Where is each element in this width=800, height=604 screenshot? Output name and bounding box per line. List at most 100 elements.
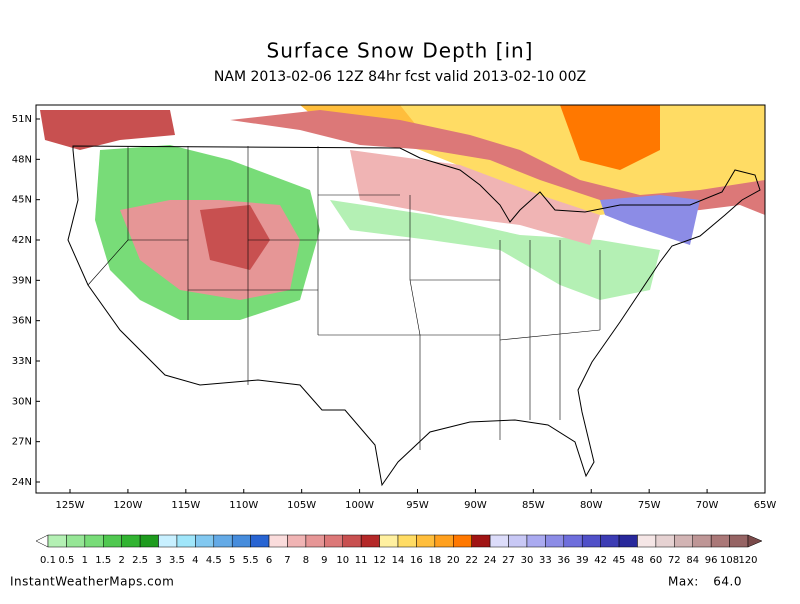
colorbar-label: 48 bbox=[631, 555, 644, 566]
colorbar-label: 9 bbox=[321, 555, 327, 566]
colorbar-box bbox=[103, 534, 122, 548]
colorbar-over bbox=[747, 534, 763, 548]
colorbar-label: 27 bbox=[502, 555, 515, 566]
colorbar-label: 1 bbox=[82, 555, 88, 566]
colorbar-label: 22 bbox=[465, 555, 478, 566]
colorbar-box bbox=[710, 534, 730, 548]
colorbar-box bbox=[545, 534, 565, 548]
colorbar-label: 36 bbox=[557, 555, 570, 566]
colorbar: 0.1 0.5 1 1.5 2 2.5 3 3.5 4 4.5 5 5.5 6 7 8 9 10 11 12 14 16… bbox=[35, 534, 763, 566]
colorbar-box bbox=[324, 534, 343, 548]
colorbar-box bbox=[158, 534, 178, 548]
colorbar-box bbox=[379, 534, 399, 548]
map-frame bbox=[35, 104, 766, 494]
colorbar-label: 8 bbox=[303, 555, 309, 566]
colorbar-label: 12 bbox=[373, 555, 386, 566]
lat-label: 45N bbox=[12, 195, 32, 206]
colorbar-label: 2.5 bbox=[132, 555, 148, 566]
colorbar-box bbox=[692, 534, 712, 548]
max-label: Max: bbox=[668, 575, 699, 589]
colorbar-box bbox=[489, 534, 509, 548]
colorbar-label: 7 bbox=[284, 555, 290, 566]
lon-label: 105W bbox=[287, 500, 316, 511]
subtitle: NAM 2013-02-06 12Z 84hr fcst valid 2013-… bbox=[214, 69, 586, 85]
colorbar-box bbox=[305, 534, 325, 548]
colorbar-label: 5 bbox=[229, 555, 235, 566]
lon-label: 85W bbox=[522, 500, 545, 511]
colorbar-label: 84 bbox=[686, 555, 699, 566]
colorbar-under bbox=[35, 534, 49, 548]
colorbar-label: 96 bbox=[705, 555, 718, 566]
lat-label: 24N bbox=[12, 477, 32, 488]
source: InstantWeatherMaps.com bbox=[10, 575, 174, 589]
snow-region bbox=[600, 195, 700, 245]
lon-label: 95W bbox=[406, 500, 429, 511]
snow-region bbox=[350, 150, 600, 245]
colorbar-box bbox=[434, 534, 454, 548]
colorbar-label: 120 bbox=[738, 555, 757, 566]
title: Surface Snow Depth [in] bbox=[267, 39, 534, 63]
lon-label: 65W bbox=[754, 500, 777, 511]
colorbar-label: 45 bbox=[613, 555, 626, 566]
colorbar-label: 20 bbox=[447, 555, 460, 566]
colorbar-box bbox=[471, 534, 491, 548]
colorbar-box bbox=[268, 534, 288, 548]
colorbar-label: 108 bbox=[720, 555, 739, 566]
colorbar-box bbox=[453, 534, 472, 548]
lat-label: 33N bbox=[12, 356, 32, 367]
colorbar-box bbox=[121, 534, 141, 548]
lat-label: 51N bbox=[12, 114, 32, 125]
colorbar-box bbox=[287, 534, 307, 548]
colorbar-box bbox=[139, 534, 159, 548]
colorbar-label: 16 bbox=[410, 555, 423, 566]
axis-labels: 51N 48N 45N 42N 39N 36N 33N 30N 27N 24N 125W 120W 11… bbox=[12, 114, 777, 511]
colorbar-box bbox=[581, 534, 601, 548]
colorbar-box bbox=[655, 534, 675, 548]
colorbar-box bbox=[66, 534, 86, 548]
colorbar-label: 24 bbox=[484, 555, 497, 566]
colorbar-box bbox=[195, 534, 215, 548]
colorbar-label: 60 bbox=[650, 555, 663, 566]
country-outline bbox=[67, 145, 761, 487]
map-area bbox=[35, 104, 766, 494]
colorbar-label: 4 bbox=[192, 555, 198, 566]
colorbar-box bbox=[342, 534, 362, 548]
snow-region bbox=[560, 105, 660, 170]
colorbar-label: 4.5 bbox=[206, 555, 222, 566]
colorbar-label: 30 bbox=[521, 555, 534, 566]
colorbar-label: 33 bbox=[539, 555, 552, 566]
lon-label: 115W bbox=[171, 500, 200, 511]
colorbar-box bbox=[250, 534, 270, 548]
lon-label: 90W bbox=[464, 500, 487, 511]
lon-label: 120W bbox=[113, 500, 142, 511]
colorbar-label: 6 bbox=[266, 555, 272, 566]
lat-label: 27N bbox=[12, 437, 32, 448]
state-lines bbox=[87, 146, 601, 450]
lat-label: 36N bbox=[12, 316, 32, 327]
lon-label: 100W bbox=[345, 500, 374, 511]
colorbar-box bbox=[600, 534, 620, 548]
colorbar-label: 3.5 bbox=[169, 555, 185, 566]
colorbar-box bbox=[176, 534, 196, 548]
colorbar-box bbox=[508, 534, 528, 548]
colorbar-label: 3 bbox=[155, 555, 161, 566]
snow-region bbox=[230, 110, 765, 215]
max-value: 64.0 bbox=[713, 575, 742, 589]
colorbar-box bbox=[618, 534, 638, 548]
lon-label: 80W bbox=[580, 500, 603, 511]
colorbar-box bbox=[397, 534, 417, 548]
colorbar-label: 2 bbox=[118, 555, 124, 566]
colorbar-box bbox=[729, 534, 749, 548]
lon-label: 110W bbox=[229, 500, 258, 511]
lat-label: 48N bbox=[12, 154, 32, 165]
colorbar-box bbox=[231, 534, 251, 548]
colorbar-box bbox=[563, 534, 583, 548]
colorbar-label: 11 bbox=[355, 555, 368, 566]
colorbar-box bbox=[84, 534, 104, 548]
lat-label: 42N bbox=[12, 235, 32, 246]
colorbar-label: 5.5 bbox=[243, 555, 259, 566]
colorbar-label: 42 bbox=[594, 555, 607, 566]
colorbar-box bbox=[47, 534, 67, 548]
